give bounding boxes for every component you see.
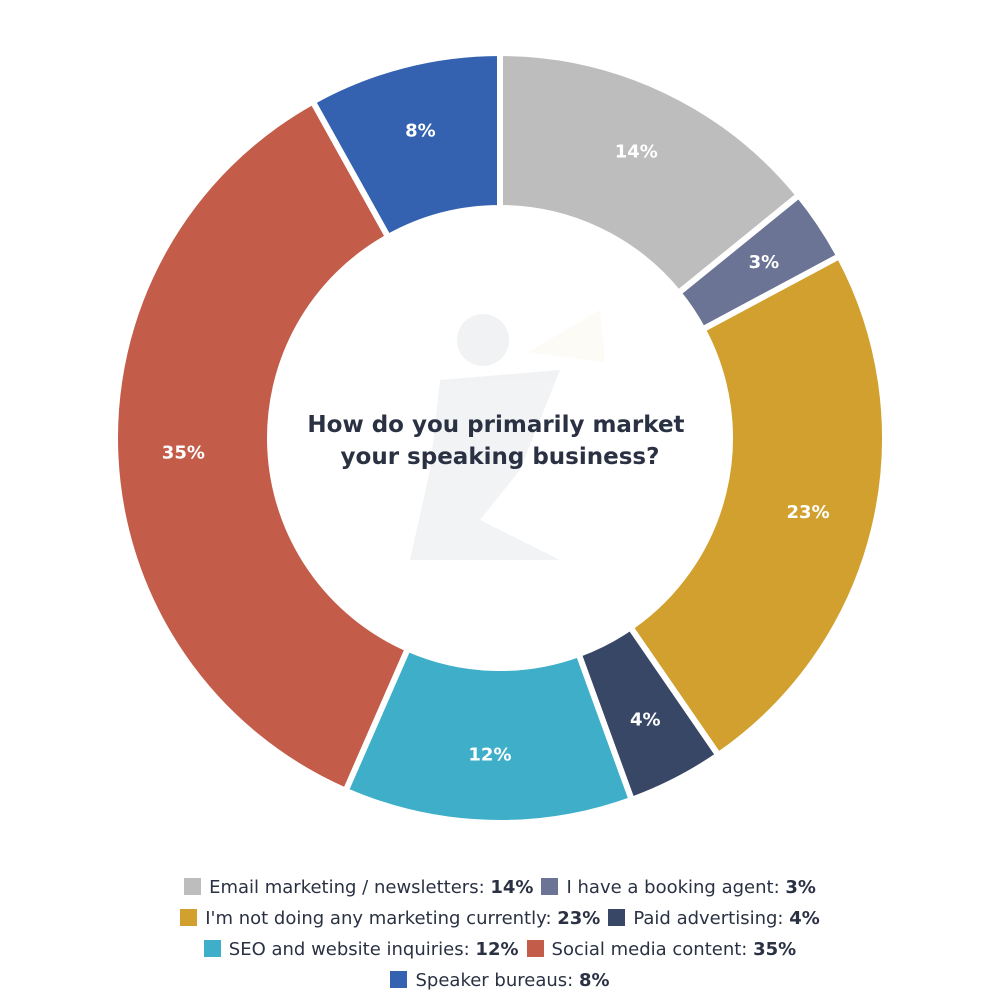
- legend-value: 12%: [475, 939, 519, 960]
- legend-swatch: [203, 940, 221, 957]
- chart-legend: Email marketing / newsletters: 14% I have…: [0, 872, 1000, 996]
- legend-item: I have a booking agent: 3%: [541, 872, 816, 903]
- legend-swatch: [541, 878, 559, 895]
- legend-row: Email marketing / newsletters: 14% I have…: [0, 872, 1000, 903]
- slice-label-1: 14%: [615, 141, 658, 162]
- slice-label-2: 3%: [749, 252, 780, 273]
- legend-swatch: [390, 971, 408, 988]
- slices: [112, 49, 888, 826]
- legend-value: 3%: [785, 877, 816, 898]
- legend-item: Social media content: 35%: [526, 934, 797, 965]
- legend-item: I'm not doing any marketing currently: 2…: [180, 903, 600, 934]
- legend-item: SEO and website inquiries: 12%: [203, 934, 519, 965]
- legend-item: Paid advertising: 4%: [608, 903, 820, 934]
- slice-label-4: 4%: [630, 709, 661, 730]
- legend-item: Email marketing / newsletters: 14%: [184, 872, 533, 903]
- slice-label-7: 8%: [405, 121, 436, 142]
- logo-watermark: [410, 310, 605, 560]
- legend-swatch: [180, 909, 198, 926]
- legend-value: 23%: [557, 908, 601, 929]
- legend-row: SEO and website inquiries: 12% Social med…: [0, 934, 1000, 965]
- slice-7: [308, 49, 503, 242]
- slice-label-6: 35%: [162, 443, 205, 464]
- legend-label: I'm not doing any marketing currently:: [205, 908, 558, 929]
- slice-6: [112, 97, 412, 795]
- legend-label: Email marketing / newsletters:: [209, 877, 491, 898]
- legend-swatch: [184, 878, 202, 895]
- legend-item: Speaker bureaus: 8%: [390, 965, 610, 996]
- legend-swatch: [526, 940, 544, 957]
- legend-row: I'm not doing any marketing currently: 2…: [0, 903, 1000, 934]
- slice-3: [626, 252, 888, 760]
- chart-title-line-1: How do you primarily market: [307, 412, 684, 438]
- legend-label: SEO and website inquiries:: [228, 939, 476, 960]
- legend-value: 8%: [578, 970, 610, 991]
- legend-label: I have a booking agent:: [566, 877, 786, 898]
- legend-value: 35%: [753, 939, 797, 960]
- slice-label-5: 12%: [468, 744, 511, 765]
- legend-row: Speaker bureaus: 8%: [0, 965, 1000, 996]
- legend-label: Paid advertising:: [633, 908, 790, 929]
- slice-labels: 14% 3% 23% 4% 12% 35% 8%: [162, 121, 830, 766]
- legend-swatch: [608, 909, 626, 926]
- legend-value: 4%: [789, 908, 820, 929]
- slice-label-3: 23%: [787, 502, 830, 523]
- legend-label: Social media content:: [551, 939, 754, 960]
- legend-value: 14%: [490, 877, 534, 898]
- chart-title-line-2: your speaking business?: [341, 444, 660, 470]
- legend-label: Speaker bureaus:: [415, 970, 579, 991]
- chart-title: How do you primarily market your speakin…: [307, 412, 692, 470]
